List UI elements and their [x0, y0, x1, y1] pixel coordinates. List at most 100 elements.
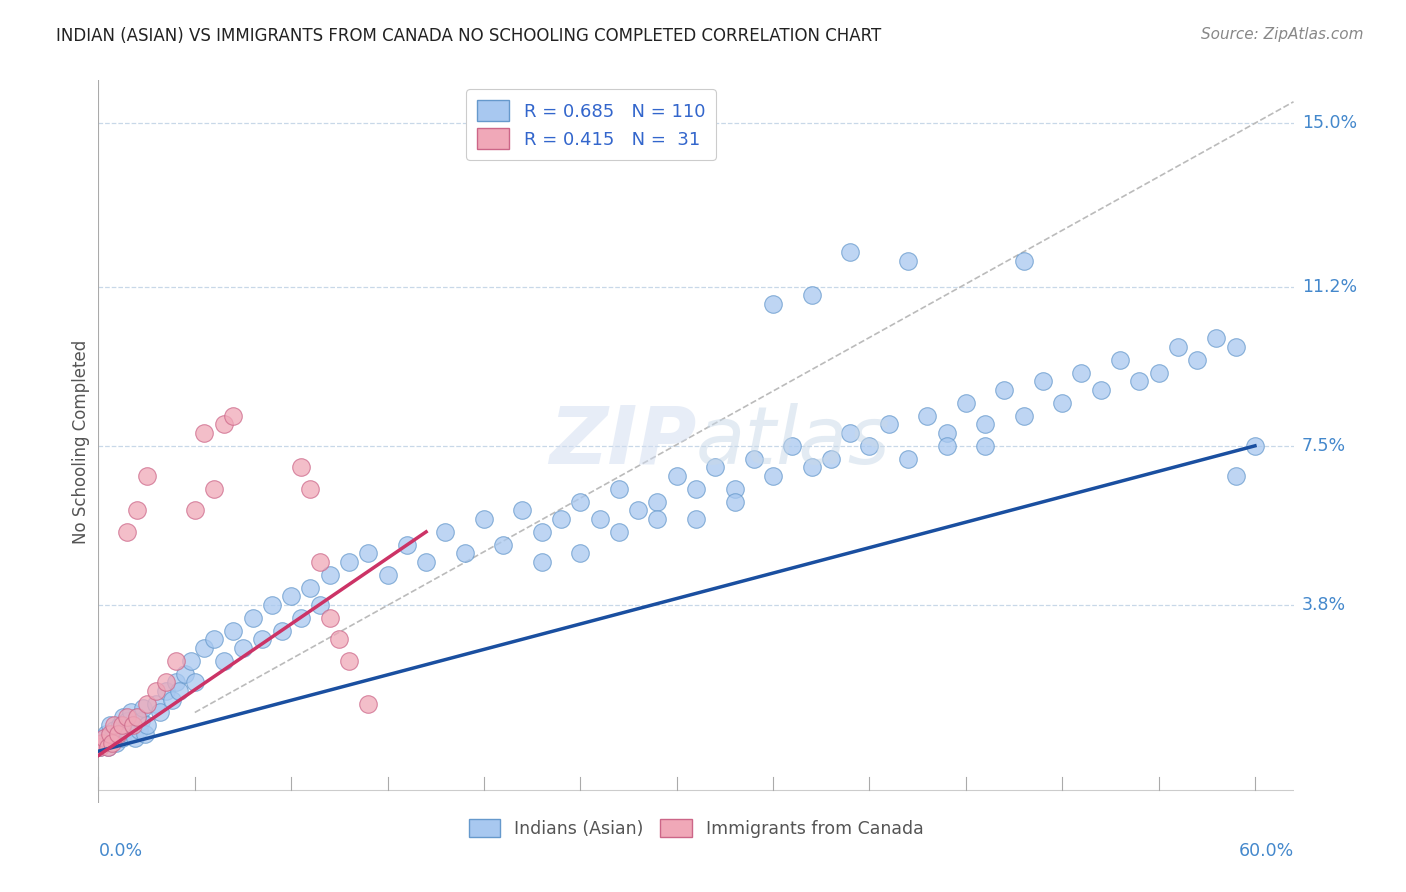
Point	[723, 482, 745, 496]
Point	[94, 727, 117, 741]
Point	[1109, 352, 1132, 367]
Point	[319, 567, 342, 582]
Point	[122, 718, 145, 732]
Point	[955, 396, 977, 410]
Point	[377, 567, 399, 582]
Point	[232, 640, 254, 655]
Point	[252, 632, 274, 647]
Point	[125, 710, 148, 724]
Point	[800, 460, 823, 475]
Point	[165, 654, 187, 668]
Point	[155, 675, 177, 690]
Point	[434, 524, 457, 539]
Point	[104, 735, 127, 749]
Point	[98, 718, 121, 732]
Point	[180, 654, 202, 668]
Point	[135, 718, 157, 732]
Point	[91, 735, 114, 749]
Point	[103, 718, 125, 732]
Text: Source: ZipAtlas.com: Source: ZipAtlas.com	[1201, 27, 1364, 42]
Point	[97, 739, 120, 754]
Point	[145, 684, 167, 698]
Point	[169, 684, 191, 698]
Legend: Indians (Asian), Immigrants from Canada: Indians (Asian), Immigrants from Canada	[461, 812, 931, 845]
Point	[974, 417, 997, 432]
Point	[97, 739, 120, 754]
Point	[897, 254, 920, 268]
Point	[588, 512, 610, 526]
Point	[98, 727, 121, 741]
Point	[319, 611, 342, 625]
Point	[897, 451, 920, 466]
Point	[395, 538, 418, 552]
Y-axis label: No Schooling Completed: No Schooling Completed	[72, 340, 90, 543]
Point	[1070, 366, 1092, 380]
Text: 60.0%: 60.0%	[1239, 842, 1294, 860]
Point	[110, 718, 132, 732]
Point	[337, 654, 360, 668]
Point	[877, 417, 900, 432]
Point	[337, 555, 360, 569]
Point	[101, 735, 124, 749]
Point	[193, 425, 215, 440]
Point	[1185, 352, 1208, 367]
Point	[1147, 366, 1170, 380]
Point	[1205, 331, 1227, 345]
Point	[685, 482, 707, 496]
Point	[742, 451, 765, 466]
Point	[91, 731, 114, 746]
Point	[647, 512, 669, 526]
Point	[174, 666, 197, 681]
Point	[357, 697, 380, 711]
Point	[607, 482, 630, 496]
Point	[107, 727, 129, 741]
Point	[89, 739, 111, 754]
Point	[309, 555, 332, 569]
Point	[135, 697, 157, 711]
Point	[107, 727, 129, 741]
Point	[550, 512, 572, 526]
Point	[117, 710, 139, 724]
Point	[1167, 340, 1189, 354]
Point	[607, 524, 630, 539]
Point	[155, 684, 177, 698]
Point	[309, 598, 332, 612]
Point	[762, 469, 785, 483]
Point	[569, 494, 592, 508]
Point	[125, 503, 148, 517]
Point	[145, 697, 167, 711]
Point	[160, 692, 183, 706]
Text: 7.5%: 7.5%	[1302, 437, 1346, 455]
Text: ZIP: ZIP	[548, 402, 696, 481]
Point	[647, 494, 669, 508]
Point	[858, 439, 880, 453]
Point	[472, 512, 495, 526]
Point	[1244, 439, 1267, 453]
Point	[1032, 375, 1054, 389]
Point	[129, 714, 152, 728]
Point	[280, 590, 302, 604]
Point	[242, 611, 264, 625]
Point	[839, 245, 862, 260]
Point	[762, 297, 785, 311]
Point	[935, 439, 957, 453]
Point	[1012, 409, 1035, 423]
Point	[1225, 340, 1247, 354]
Point	[917, 409, 939, 423]
Point	[89, 739, 111, 754]
Point	[202, 632, 225, 647]
Point	[492, 538, 515, 552]
Point	[93, 735, 115, 749]
Point	[110, 731, 132, 746]
Point	[512, 503, 534, 517]
Point	[135, 469, 157, 483]
Point	[101, 731, 124, 746]
Point	[125, 710, 148, 724]
Point	[704, 460, 727, 475]
Point	[212, 417, 235, 432]
Point	[1050, 396, 1073, 410]
Point	[357, 546, 380, 560]
Point	[685, 512, 707, 526]
Point	[1225, 469, 1247, 483]
Point	[1012, 254, 1035, 268]
